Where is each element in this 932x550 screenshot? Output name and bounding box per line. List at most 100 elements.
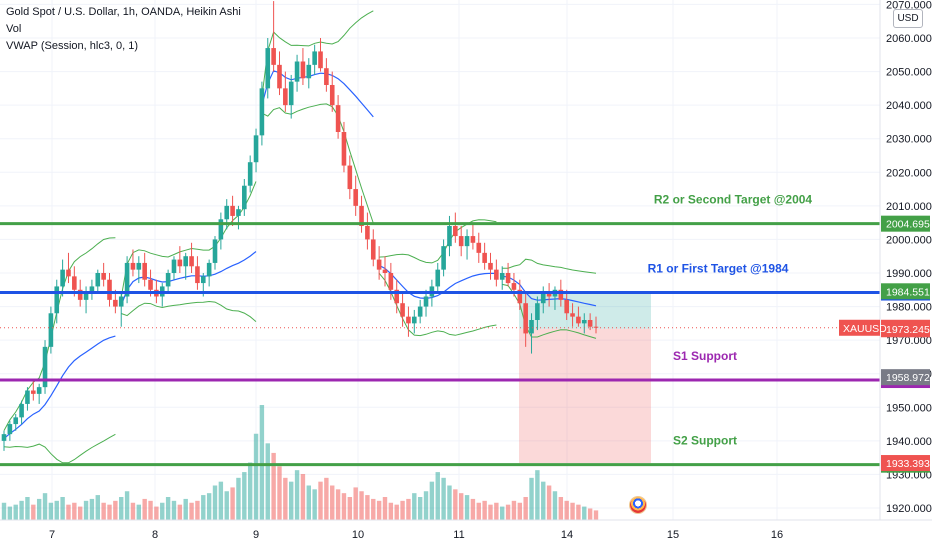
- candle-body: [382, 269, 388, 273]
- plot-area: [0, 0, 880, 520]
- economic-event-icon[interactable]: [630, 497, 646, 513]
- volume-indicator-label[interactable]: Vol: [6, 23, 22, 35]
- volume-bar: [382, 497, 388, 520]
- volume-bar: [423, 491, 429, 520]
- volume-bar: [306, 485, 311, 520]
- level-label: R1 or First Target @1984: [648, 262, 789, 276]
- volume-bar: [101, 502, 106, 520]
- candle-body: [458, 236, 464, 247]
- candle-body: [206, 262, 212, 277]
- volume-bar: [330, 485, 335, 520]
- volume-bar: [464, 495, 470, 520]
- candle-body: [447, 226, 452, 247]
- symbol-tag: XAUUSD: [843, 323, 887, 335]
- price-tick-label: 1980.000: [886, 302, 932, 314]
- candle-body: [165, 273, 171, 287]
- price-tags: 2004.6951984.1841958.1181932.9061984.551…: [839, 215, 930, 473]
- volume-bar: [265, 443, 270, 520]
- volume-bar: [218, 481, 224, 520]
- vwap-indicator-label[interactable]: VWAP (Session, hlc3, 0, 1): [6, 40, 139, 52]
- candle-body: [494, 269, 499, 280]
- volume-bar: [417, 497, 423, 520]
- price-tick-label: 2060.000: [886, 33, 932, 45]
- candle-body: [36, 387, 42, 394]
- candle-body: [476, 242, 482, 253]
- currency-badge[interactable]: USD: [893, 9, 923, 28]
- candle-body: [118, 296, 124, 307]
- candle-body: [353, 189, 358, 206]
- position-box: [519, 291, 651, 464]
- volume-bar: [148, 500, 153, 520]
- volume-bar: [189, 502, 194, 520]
- volume-bar: [83, 500, 89, 520]
- candle-body: [277, 64, 282, 89]
- candle-body: [587, 320, 593, 327]
- volume-bar: [95, 495, 100, 520]
- candle-body: [107, 279, 112, 300]
- volume-bar: [160, 502, 165, 520]
- candle-body: [66, 269, 71, 277]
- candle-body: [370, 239, 376, 260]
- volume-bar: [371, 498, 376, 520]
- volume-bar: [394, 504, 399, 520]
- volume-bar: [470, 498, 476, 520]
- loss-zone: [519, 328, 651, 464]
- candle-body: [48, 313, 54, 347]
- volume-bar: [593, 510, 599, 520]
- candle-body: [581, 320, 587, 324]
- volume-bar: [183, 498, 188, 520]
- time-tick-label: 15: [667, 529, 679, 541]
- price-tick-label: 1920.000: [886, 503, 932, 515]
- volume-bar: [277, 466, 282, 520]
- price-tag: 1984.551: [886, 286, 930, 298]
- candle-body: [218, 219, 224, 240]
- candle-body: [142, 262, 147, 280]
- candle-body: [365, 226, 370, 240]
- candle-body: [124, 262, 130, 297]
- price-tick-label: 2040.000: [886, 100, 932, 112]
- volume-bar: [1, 502, 7, 520]
- candle-body: [394, 289, 400, 304]
- volume-bar: [447, 485, 452, 520]
- volume-bar: [136, 504, 142, 520]
- price-axis[interactable]: 1920.0001930.0001940.0001950.0001960.000…: [886, 0, 932, 515]
- candle-body: [347, 165, 353, 190]
- price-tick-label: 2070.000: [886, 0, 932, 11]
- volume-bar: [72, 502, 77, 520]
- symbol-tag-bg: [839, 319, 880, 336]
- candle-body: [400, 303, 405, 317]
- time-axis[interactable]: 7 8 9 10 11 14 15 16: [49, 529, 783, 541]
- price-tag-bg: [881, 369, 930, 386]
- time-tick-label: 7: [49, 529, 55, 541]
- candle-body: [517, 289, 523, 304]
- price-tag: 1973.245: [886, 324, 930, 336]
- candle-body: [423, 296, 429, 307]
- candle-body: [300, 61, 306, 79]
- volume-bar: [25, 497, 30, 520]
- volume-bar: [494, 502, 499, 520]
- volume-bar: [253, 433, 259, 520]
- time-tick-label: 10: [352, 529, 364, 541]
- volume-bar: [224, 491, 229, 520]
- volume-bar: [429, 481, 435, 520]
- candle-body: [482, 252, 487, 263]
- price-tick-label: 1940.000: [886, 436, 932, 448]
- volume-bar: [388, 502, 394, 520]
- volume-bar: [230, 487, 235, 520]
- horizontal-levels[interactable]: R2 or Second Target @2004 R1 or First Tar…: [0, 193, 880, 467]
- candle-body: [189, 256, 194, 267]
- price-tag-bg: [881, 283, 930, 300]
- candle-body: [593, 326, 599, 328]
- volume-bar: [113, 500, 118, 520]
- symbol-title[interactable]: Gold Spot / U.S. Dollar, 1h, OANDA, Heik…: [6, 6, 241, 18]
- candle-body: [195, 266, 200, 284]
- volume-bar: [54, 500, 59, 520]
- volume-bar: [142, 498, 147, 520]
- volume-bar: [107, 504, 112, 520]
- candle-body: [230, 205, 235, 216]
- candle-body: [83, 293, 89, 300]
- candle-body: [523, 303, 528, 334]
- volume-bar: [500, 506, 505, 520]
